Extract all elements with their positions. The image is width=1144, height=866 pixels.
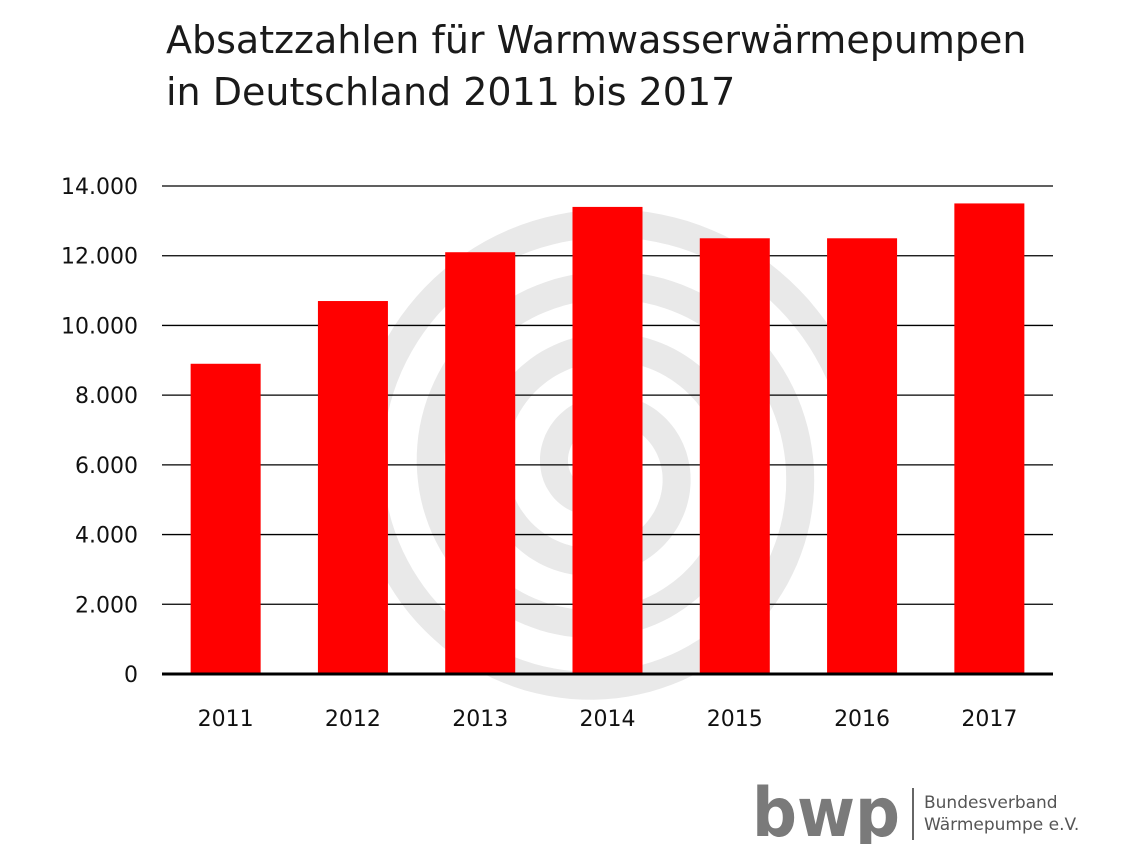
x-tick-label: 2013 [452,707,508,732]
bwp-logo-mark: bwp [752,784,900,844]
chart-title: Absatzzahlen für Warmwasserwärmepumpen i… [166,14,1066,118]
x-tick-label: 2012 [325,707,381,732]
y-tick-label: 8.000 [75,384,138,409]
bar-2015 [699,238,770,675]
x-tick-label: 2016 [834,707,890,732]
logo-org-name: Bundesverband Wärmepumpe e.V. [924,792,1079,836]
x-tick-label: 2015 [707,707,763,732]
bar-2012 [317,301,388,674]
logo-org-line-1: Bundesverband [924,793,1058,813]
chart-title-line-1: Absatzzahlen für Warmwasserwärmepumpen [166,18,1027,62]
logo-divider [912,788,914,840]
y-tick-label: 12.000 [61,245,138,270]
y-tick-label: 0 [124,663,138,688]
x-axis-ticks: 2011 2012 2013 2014 2015 2016 2017 [198,707,1018,732]
bar-2016 [827,238,898,675]
bwp-logo-wordmark: bwp [752,784,900,844]
bar-chart: 02.0004.0006.0008.00010.00012.00014.000 … [61,175,1053,732]
bar-2017 [954,203,1025,674]
x-tick-label: 2017 [961,707,1017,732]
y-tick-label: 6.000 [75,454,138,479]
logo-org-line-2: Wärmepumpe e.V. [924,815,1080,835]
bar-2011 [190,363,261,674]
bars [190,203,1025,675]
y-tick-label: 10.000 [61,314,138,339]
y-tick-label: 2.000 [75,593,138,618]
y-tick-label: 14.000 [61,175,138,200]
y-tick-label: 4.000 [75,524,138,549]
y-axis-ticks: 0 2.000 4.000 6.000 8.000 10.000 12.000 14.000 [61,175,138,688]
bar-2014 [572,206,643,674]
bar-2013 [445,252,516,674]
chart-title-line-2: in Deutschland 2011 bis 2017 [166,70,736,114]
x-tick-label: 2011 [198,707,254,732]
x-tick-label: 2014 [580,707,636,732]
